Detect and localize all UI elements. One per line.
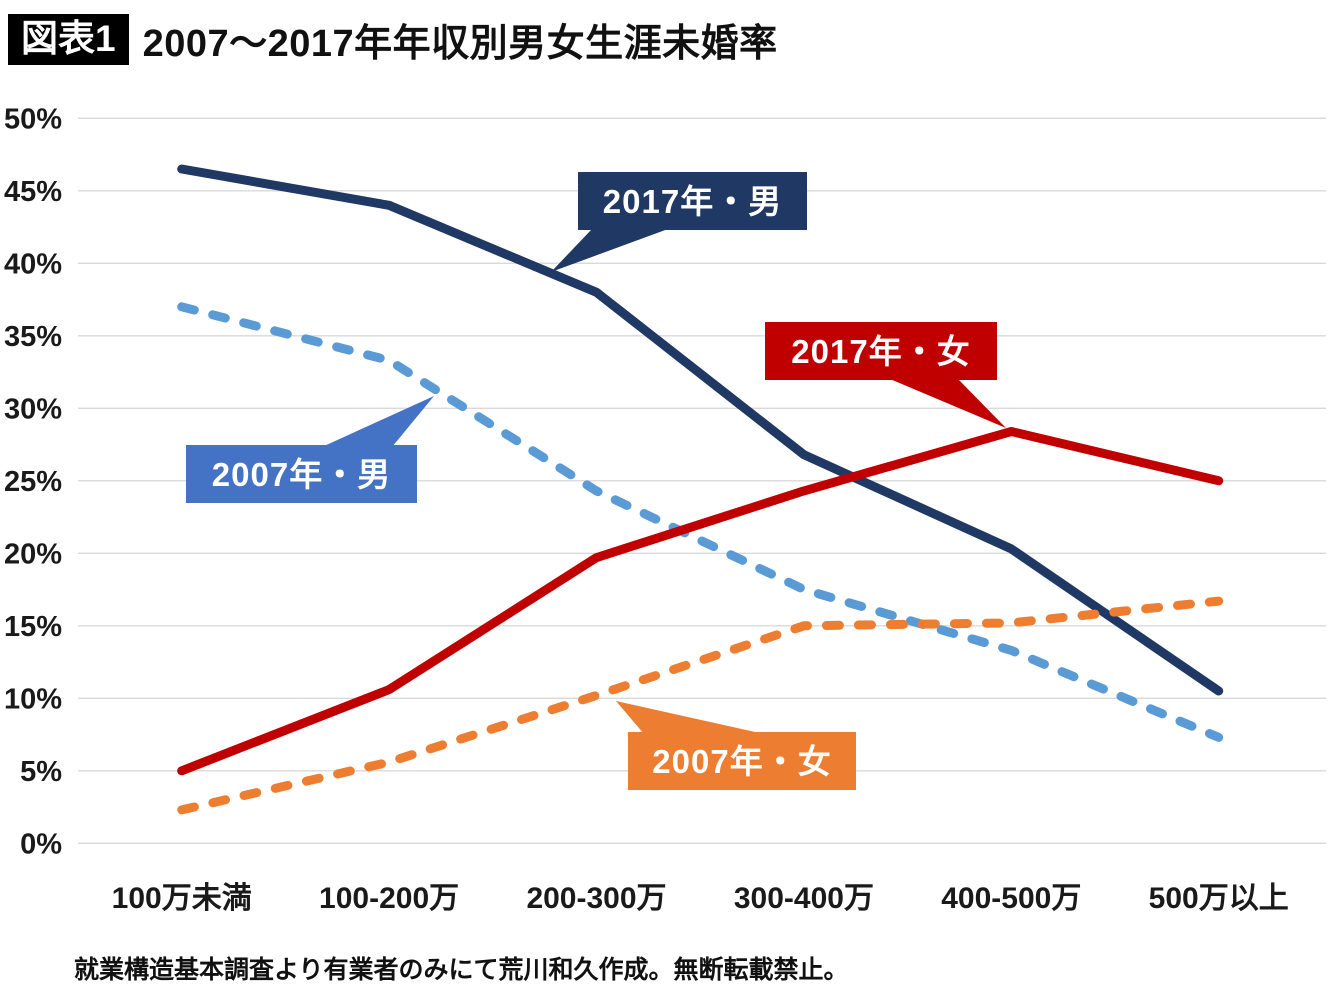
y-axis-tick-label: 45% [4, 176, 62, 208]
callout-pointer-male-2017 [551, 229, 668, 272]
callout-box-male-2017 [578, 172, 807, 230]
series-line-male-2017 [177, 164, 1224, 696]
y-axis-tick-label: 25% [4, 466, 62, 498]
callout-pointer-female-2007 [616, 701, 764, 734]
callout-label-male-2017: 2017年・男 [603, 183, 782, 220]
callout-label-male-2007: 2007年・男 [212, 456, 391, 493]
x-axis-category-label: 100万未満 [112, 882, 252, 915]
series-line-female-2007 [177, 596, 1224, 815]
y-axis-tick-label: 50% [4, 103, 62, 135]
chart-title: 2007〜2017年年収別男女生涯未婚率 [142, 23, 778, 65]
y-axis-tick-label: 15% [4, 611, 62, 643]
x-axis-category-label: 500万以上 [1149, 882, 1289, 915]
y-axis-tick-label: 10% [4, 683, 62, 715]
source-note: 就業構造基本調査より有業者のみにて荒川和久作成。無断転載禁止。 [74, 956, 849, 984]
y-axis-tick-label: 35% [4, 321, 62, 353]
callout-pointer-female-2017 [890, 379, 1006, 428]
y-axis-tick-label: 0% [20, 828, 62, 860]
x-axis-category-label: 200-300万 [526, 882, 666, 915]
series-line-male-2007 [177, 302, 1224, 742]
figure-number-badge: 図表1 [8, 14, 129, 65]
callout-box-female-2007 [628, 732, 856, 790]
series-line-female-2017 [177, 427, 1224, 776]
callout-label-female-2017: 2017年・女 [791, 333, 970, 370]
y-axis-tick-label: 30% [4, 393, 62, 425]
callout-pointer-male-2007 [322, 396, 434, 447]
chart-header: 図表1 2007〜2017年年収別男女生涯未婚率 [8, 12, 778, 67]
x-axis-category-label: 300-400万 [734, 882, 874, 915]
callout-label-female-2007: 2007年・女 [652, 743, 831, 780]
x-axis-category-label: 400-500万 [941, 882, 1081, 915]
callout-box-female-2017 [765, 322, 997, 380]
y-axis-tick-label: 40% [4, 248, 62, 280]
callout-box-male-2007 [186, 445, 417, 503]
y-axis-tick-label: 20% [4, 538, 62, 570]
x-axis-category-label: 100-200万 [319, 882, 459, 915]
y-axis-tick-label: 5% [20, 756, 62, 788]
